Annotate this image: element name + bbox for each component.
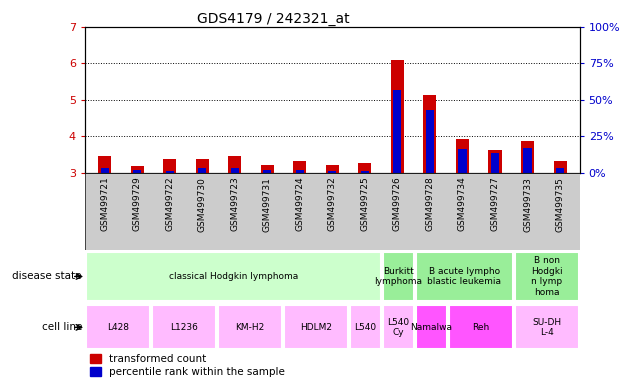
Bar [295,170,304,173]
Bar [133,170,141,173]
Bar [350,305,381,349]
Text: Burkitt
lymphoma: Burkitt lymphoma [374,267,422,286]
Text: GSM499735: GSM499735 [556,177,564,232]
Text: GSM499724: GSM499724 [295,177,304,231]
Bar [196,159,209,173]
Bar [284,305,348,349]
Text: GSM499725: GSM499725 [360,177,369,232]
Bar [423,96,437,173]
Bar [358,162,371,173]
Text: GSM499731: GSM499731 [263,177,272,232]
Legend: transformed count, percentile rank within the sample: transformed count, percentile rank withi… [90,354,285,377]
Bar [261,165,274,173]
Bar [383,305,414,349]
Bar [130,166,144,173]
Bar [98,156,111,173]
Bar [294,161,306,173]
Text: cell line: cell line [42,322,82,333]
Bar [263,170,272,173]
Bar [326,165,339,173]
Bar [383,252,414,301]
Bar [391,60,404,173]
Text: GSM499727: GSM499727 [491,177,500,232]
Text: Reh: Reh [472,323,490,332]
Bar [228,156,241,173]
Text: L540
Cy: L540 Cy [387,318,410,337]
Bar [393,89,401,173]
Bar [416,252,513,301]
Text: SU-DH
L-4: SU-DH L-4 [532,318,561,337]
Bar [491,153,499,173]
Text: GSM499729: GSM499729 [132,177,142,232]
Bar [166,171,174,173]
Bar [449,305,513,349]
Text: GSM499733: GSM499733 [523,177,532,232]
Text: B acute lympho
blastic leukemia: B acute lympho blastic leukemia [427,267,501,286]
Text: GSM499728: GSM499728 [425,177,435,232]
Text: L428: L428 [107,323,129,332]
Bar [152,305,216,349]
Bar [86,305,150,349]
Text: GSM499722: GSM499722 [165,177,174,231]
Bar [459,149,467,173]
Bar [218,305,282,349]
Bar [416,305,447,349]
Text: GSM499723: GSM499723 [230,177,239,232]
Text: HDLM2: HDLM2 [300,323,332,332]
Bar [524,148,532,173]
Bar [456,139,469,173]
Bar [556,169,564,173]
Bar [488,150,501,173]
Bar [328,171,336,173]
Text: GSM499732: GSM499732 [328,177,337,232]
Text: GSM499726: GSM499726 [393,177,402,232]
Bar [361,171,369,173]
Text: Namalwa: Namalwa [410,323,452,332]
Bar [85,173,580,250]
Bar [231,169,239,173]
Bar [426,110,434,173]
Text: GSM499734: GSM499734 [458,177,467,232]
Text: GSM499721: GSM499721 [100,177,109,232]
Text: classical Hodgkin lymphoma: classical Hodgkin lymphoma [169,272,298,281]
Text: disease state: disease state [13,271,82,281]
Bar [515,305,578,349]
Bar [198,169,206,173]
Bar [515,252,578,301]
Text: B non
Hodgki
n lymp
homa: B non Hodgki n lymp homa [531,257,563,296]
Bar [163,159,176,173]
Text: GSM499730: GSM499730 [198,177,207,232]
Bar [521,141,534,173]
Bar [101,169,108,173]
Text: L540: L540 [354,323,376,332]
Bar [86,252,381,301]
Text: L1236: L1236 [170,323,198,332]
Bar [554,161,566,173]
Text: KM-H2: KM-H2 [235,323,265,332]
Text: GDS4179 / 242321_at: GDS4179 / 242321_at [197,12,349,25]
